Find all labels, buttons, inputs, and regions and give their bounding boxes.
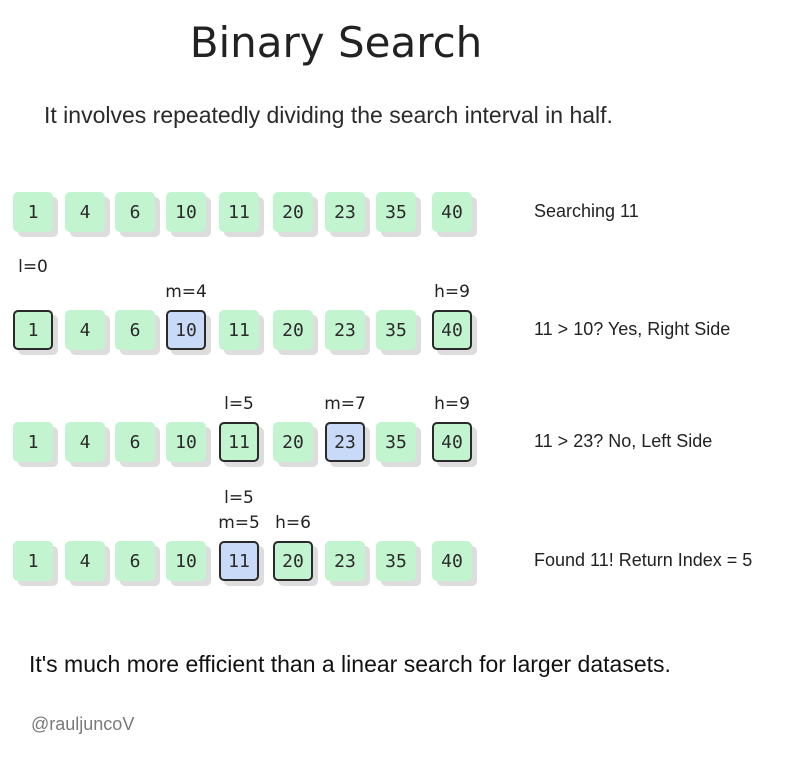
page-title: Binary Search	[189, 18, 483, 67]
array-cell: 20	[273, 541, 313, 581]
array-cell: 35	[376, 192, 416, 232]
array-cell: 4	[65, 541, 105, 581]
array-cell: 20	[273, 422, 313, 462]
pointer-label: h=9	[434, 282, 470, 302]
author-credit: @rauljuncoV	[31, 714, 135, 734]
array-cell: 6	[115, 541, 155, 581]
pointer-label: l=0	[18, 257, 48, 277]
array-cell: 11	[219, 422, 259, 462]
array-cell: 40	[432, 541, 472, 581]
array-cell: 4	[65, 192, 105, 232]
pointer-label: h=6	[275, 513, 311, 533]
array-cell: 1	[13, 192, 53, 232]
pointer-label: m=4	[165, 282, 207, 302]
array-cell: 6	[115, 192, 155, 232]
array-cell: 10	[166, 422, 206, 462]
step-note: Found 11! Return Index = 5	[534, 550, 753, 570]
pointer-label: m=5	[218, 513, 260, 533]
pointer-label: l=5	[224, 394, 254, 414]
array-cell: 10	[166, 192, 206, 232]
pointer-label: h=9	[434, 394, 470, 414]
array-cell: 11	[219, 192, 259, 232]
array-cell: 1	[13, 541, 53, 581]
array-cell: 23	[325, 422, 365, 462]
step-note: 11 > 23? No, Left Side	[534, 431, 713, 451]
array-cell: 40	[432, 422, 472, 462]
step-row: 1 4 6 10 11 20 23 35 40 Searching 11	[0, 192, 800, 312]
step-row: 1 4 6 10 11 20 23 35 40 l=0 m=4 h=9 11 > 10? Yes, Ri…	[0, 257, 800, 430]
array-cell: 4	[65, 422, 105, 462]
array-cell: 10	[166, 541, 206, 581]
array-cell: 23	[325, 541, 365, 581]
array-cell: 35	[376, 310, 416, 350]
array-cell: 40	[432, 310, 472, 350]
array-cell: 4	[65, 310, 105, 350]
array-cell: 23	[325, 192, 365, 232]
pointer-label: l=5	[224, 488, 254, 508]
array-cell: 35	[376, 541, 416, 581]
array-cell: 23	[325, 310, 365, 350]
step-row: 1 4 6 10 11 20 23 35 40 l=5 m=7 h=9 11 > 23? No, Lef…	[0, 394, 800, 542]
array-cell: 10	[166, 310, 206, 350]
array-cell: 20	[273, 192, 313, 232]
array-cell: 11	[219, 541, 259, 581]
footer-text: It's much more efficient than a linear s…	[29, 651, 671, 677]
array-cell: 6	[115, 422, 155, 462]
array-cell: 40	[432, 192, 472, 232]
array-cell: 6	[115, 310, 155, 350]
step-row: 1 4 6 10 11 20 23 35 40 l=5 m=5 h=6 Found 11! Return…	[0, 488, 800, 661]
array-cell: 35	[376, 422, 416, 462]
array-cell: 1	[13, 422, 53, 462]
array-cell: 1	[13, 310, 53, 350]
array-cell: 11	[219, 310, 259, 350]
array-cell: 20	[273, 310, 313, 350]
subtitle: It involves repeatedly dividing the sear…	[44, 102, 613, 128]
step-note: Searching 11	[534, 201, 639, 221]
pointer-label: m=7	[324, 394, 366, 414]
step-note: 11 > 10? Yes, Right Side	[534, 319, 731, 339]
